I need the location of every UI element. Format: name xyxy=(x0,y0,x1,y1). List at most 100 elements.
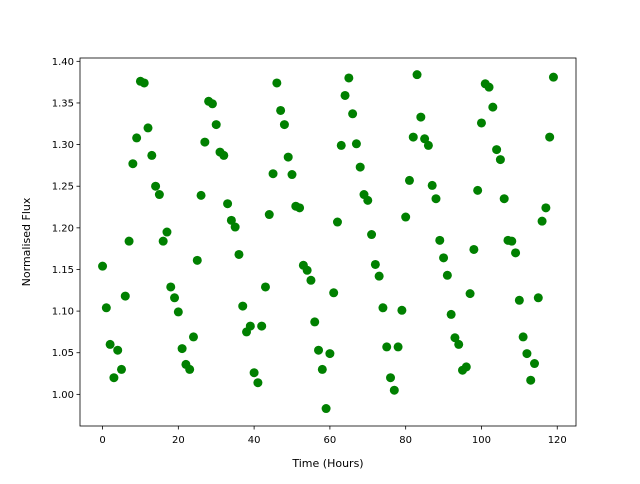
point xyxy=(314,345,324,355)
point xyxy=(306,275,316,285)
point xyxy=(507,236,517,246)
point xyxy=(310,317,320,327)
point xyxy=(355,162,365,172)
point xyxy=(276,105,286,115)
point xyxy=(98,261,108,271)
point xyxy=(192,255,202,265)
point xyxy=(541,203,551,213)
point xyxy=(200,137,210,147)
point xyxy=(363,195,373,205)
point xyxy=(344,73,354,83)
point xyxy=(268,169,278,179)
point xyxy=(329,288,339,298)
point xyxy=(196,190,206,200)
point xyxy=(382,342,392,352)
point xyxy=(158,236,168,246)
y-axis-label: Normalised Flux xyxy=(20,197,33,286)
point xyxy=(332,217,342,227)
point xyxy=(219,150,229,160)
point xyxy=(120,291,130,301)
x-tick-label: 40 xyxy=(248,435,261,446)
y-tick-label: 1.00 xyxy=(52,390,74,401)
point xyxy=(522,349,532,359)
point xyxy=(173,307,183,317)
point xyxy=(257,321,267,331)
point xyxy=(548,72,558,82)
point xyxy=(446,309,456,319)
point xyxy=(537,216,547,226)
point xyxy=(272,78,282,88)
point xyxy=(154,190,164,200)
y-tick-label: 1.35 xyxy=(52,98,74,109)
x-tick-label: 0 xyxy=(99,435,105,446)
point xyxy=(514,295,524,305)
point xyxy=(302,265,312,275)
point xyxy=(465,289,475,299)
point xyxy=(321,404,331,414)
point xyxy=(351,139,361,149)
y-tick-label: 1.15 xyxy=(52,265,74,276)
point xyxy=(207,99,217,109)
point xyxy=(412,70,422,80)
y-tick-label: 1.20 xyxy=(52,223,74,234)
point xyxy=(404,175,414,185)
y-tick-label: 1.10 xyxy=(52,307,74,318)
point xyxy=(530,359,540,369)
point xyxy=(408,132,418,142)
point xyxy=(427,180,437,190)
point xyxy=(386,373,396,383)
point xyxy=(389,385,399,395)
point xyxy=(439,253,449,263)
point xyxy=(132,133,142,143)
point xyxy=(370,259,380,269)
point xyxy=(170,293,180,303)
point xyxy=(230,222,240,232)
point xyxy=(518,332,528,342)
point xyxy=(473,185,483,195)
point xyxy=(249,368,259,378)
point xyxy=(317,364,327,374)
point xyxy=(442,270,452,280)
x-tick-label: 60 xyxy=(324,435,337,446)
point xyxy=(393,342,403,352)
point xyxy=(476,118,486,128)
point xyxy=(348,109,358,119)
point xyxy=(378,303,388,313)
point xyxy=(423,140,433,150)
point xyxy=(367,230,377,240)
point xyxy=(185,364,195,374)
point xyxy=(533,293,543,303)
x-axis-label: Time (Hours) xyxy=(291,457,363,470)
point xyxy=(484,82,494,92)
point xyxy=(283,152,293,162)
point xyxy=(260,282,270,292)
point xyxy=(454,339,464,349)
point xyxy=(488,102,498,112)
point xyxy=(139,78,149,88)
point xyxy=(234,249,244,259)
point xyxy=(113,345,123,355)
point xyxy=(109,373,119,383)
point xyxy=(211,120,221,130)
point xyxy=(469,244,479,254)
point xyxy=(397,305,407,315)
point xyxy=(492,145,502,155)
point xyxy=(264,210,274,220)
point xyxy=(253,378,263,388)
point xyxy=(450,333,460,343)
point xyxy=(162,227,172,237)
point xyxy=(166,282,176,292)
point xyxy=(279,120,289,130)
x-tick-label: 20 xyxy=(172,435,185,446)
point xyxy=(416,112,426,122)
plot-frame xyxy=(79,57,577,427)
point xyxy=(340,90,350,100)
point xyxy=(128,159,138,169)
point xyxy=(223,199,233,209)
point xyxy=(105,339,115,349)
x-tick-label: 120 xyxy=(548,435,567,446)
point xyxy=(295,203,305,213)
x-tick-label: 80 xyxy=(399,435,412,446)
point xyxy=(245,321,255,331)
